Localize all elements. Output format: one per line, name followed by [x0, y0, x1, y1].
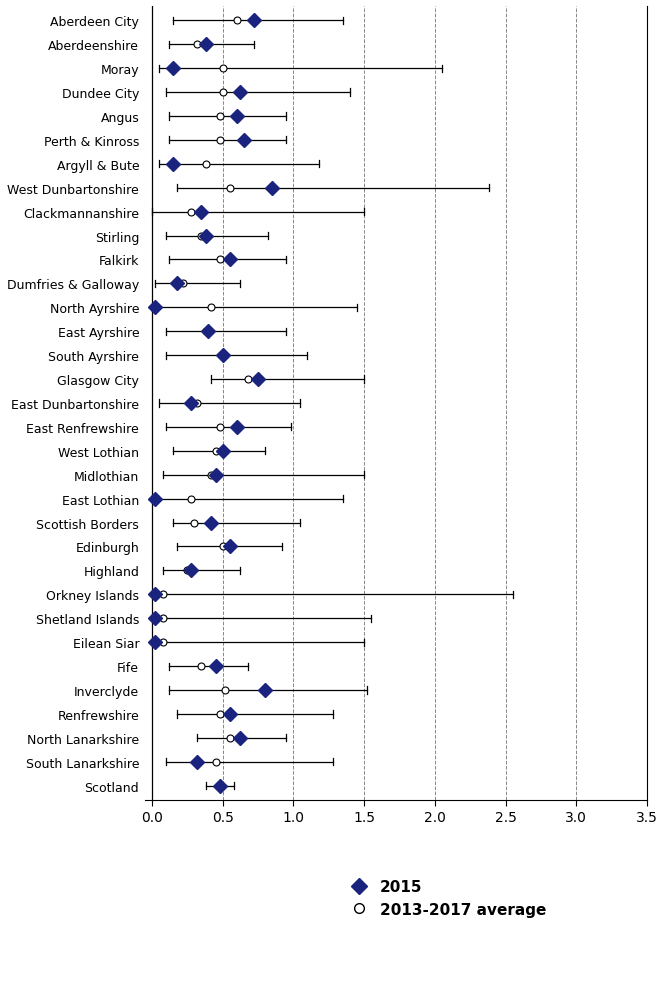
Legend: 2015, 2013-2017 average: 2015, 2013-2017 average — [343, 880, 547, 917]
